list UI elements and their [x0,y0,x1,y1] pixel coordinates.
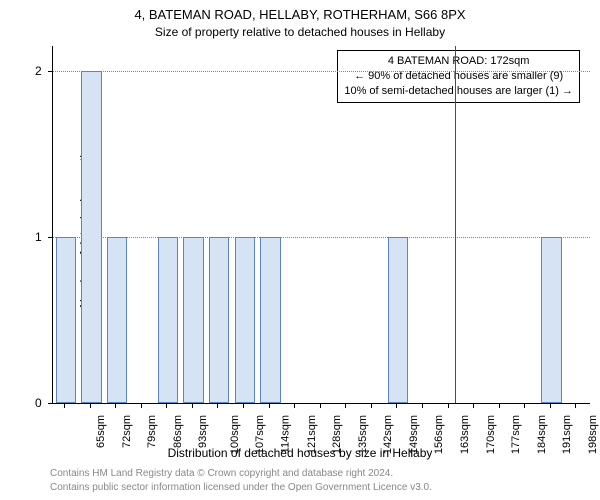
x-tick-mark [269,403,270,408]
x-tick-mark [499,403,500,408]
y-tick-mark [48,237,53,238]
y-tick-mark [48,71,53,72]
y-tick-label: 1 [35,230,42,244]
footer-line2: Contains public sector information licen… [50,481,590,495]
x-tick-mark [115,403,116,408]
x-tick-mark [243,403,244,408]
bar [81,71,101,403]
annotation-box: 4 BATEMAN ROAD: 172sqm ← 90% of detached… [337,50,580,103]
y-tick-mark [48,403,53,404]
bar [388,237,408,403]
y-tick-label: 2 [35,64,42,78]
gridline [53,237,590,238]
x-axis-label: Distribution of detached houses by size … [0,446,600,460]
bar [541,237,561,403]
x-tick-label: 93sqm [197,415,209,448]
x-tick-mark [371,403,372,408]
chart-title: 4, BATEMAN ROAD, HELLABY, ROTHERHAM, S66… [0,6,600,24]
annotation-line1: 4 BATEMAN ROAD: 172sqm [344,54,573,69]
x-tick-mark [448,403,449,408]
x-tick-mark [396,403,397,408]
chart-subtitle: Size of property relative to detached ho… [0,24,600,40]
x-tick-mark [422,403,423,408]
y-tick-label: 0 [35,396,42,410]
chart-container: Number of detached properties 4 BATEMAN … [0,46,600,404]
footer-line1: Contains HM Land Registry data © Crown c… [50,467,590,481]
x-tick-mark [524,403,525,408]
x-tick-label: 72sqm [121,415,133,448]
bar [260,237,280,403]
bar [107,237,127,403]
x-tick-mark [64,403,65,408]
x-tick-mark [294,403,295,408]
x-tick-label: 65sqm [95,415,107,448]
x-tick-mark [90,403,91,408]
x-tick-mark [575,403,576,408]
x-tick-mark [192,403,193,408]
x-tick-mark [141,403,142,408]
title-block: 4, BATEMAN ROAD, HELLABY, ROTHERHAM, S66… [0,0,600,40]
x-tick-mark [473,403,474,408]
x-tick-mark [217,403,218,408]
annotation-line3: 10% of semi-detached houses are larger (… [344,84,573,99]
x-tick-label: 86sqm [172,415,184,448]
x-tick-mark [166,403,167,408]
plot-area: 4 BATEMAN ROAD: 172sqm ← 90% of detached… [52,46,590,404]
bar [158,237,178,403]
footer-attribution: Contains HM Land Registry data © Crown c… [50,467,590,494]
bar [235,237,255,403]
bar [183,237,203,403]
bar [209,237,229,403]
x-tick-mark [550,403,551,408]
bar [56,237,76,403]
x-tick-mark [345,403,346,408]
x-tick-label: 79sqm [146,415,158,448]
marker-line [455,46,456,403]
gridline [53,71,590,72]
x-tick-mark [320,403,321,408]
